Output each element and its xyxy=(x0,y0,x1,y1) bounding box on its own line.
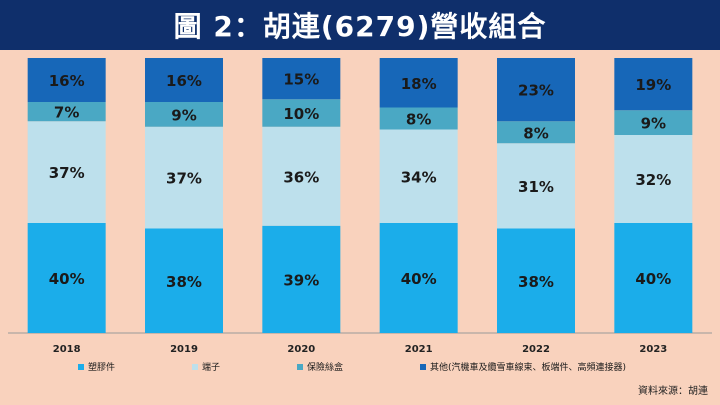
data-label-2018-s3: 16% xyxy=(49,72,85,90)
data-label-2022-s2: 8% xyxy=(523,124,548,142)
bar-segment-2023-s2 xyxy=(614,110,693,135)
data-label-2018-s1: 37% xyxy=(49,164,85,182)
bar-segment-2021-s0 xyxy=(379,223,458,333)
data-label-2019-s0: 38% xyxy=(166,273,202,291)
data-label-2023-s1: 32% xyxy=(635,171,671,189)
legend-label-0: 塑膠件 xyxy=(88,361,115,373)
legend-swatch-1 xyxy=(192,364,198,370)
bar-segment-2020-s1 xyxy=(262,126,341,226)
data-label-2022-s0: 38% xyxy=(518,273,554,291)
x-tick-label-2020: 2020 xyxy=(287,344,315,355)
data-label-2020-s2: 10% xyxy=(283,105,319,123)
bar-segment-2023-s3 xyxy=(614,58,693,111)
x-tick-label-2022: 2022 xyxy=(522,344,550,355)
data-label-2020-s0: 39% xyxy=(283,271,319,289)
bar-segment-2018-s0 xyxy=(27,223,106,333)
page-title: 圖 2：胡連(6279)營收組合 xyxy=(173,10,547,43)
data-label-2021-s1: 34% xyxy=(401,168,437,186)
bar-segment-2022-s3 xyxy=(497,58,575,122)
bar-segment-2022-s2 xyxy=(497,121,575,144)
data-label-2020-s3: 15% xyxy=(283,71,319,89)
data-label-2018-s0: 40% xyxy=(49,270,85,288)
bar-segment-2019-s0 xyxy=(145,228,223,333)
data-label-2022-s1: 31% xyxy=(518,178,554,196)
bar-segment-2019-s3 xyxy=(145,58,223,102)
data-label-2021-s3: 18% xyxy=(401,75,437,93)
legend-swatch-2 xyxy=(297,364,303,370)
legend-label-2: 保險絲盒 xyxy=(307,361,343,373)
x-tick-label-2023: 2023 xyxy=(639,344,667,355)
bar-segment-2018-s2 xyxy=(27,102,106,122)
bar-segment-2023-s1 xyxy=(614,135,693,223)
legend-swatch-0 xyxy=(78,364,84,370)
legend-swatch-3 xyxy=(420,364,426,370)
data-label-2019-s3: 16% xyxy=(166,72,202,90)
data-label-2021-s2: 8% xyxy=(406,111,431,129)
source-note: 資料來源：胡連 xyxy=(638,386,708,397)
x-tick-label-2018: 2018 xyxy=(53,344,81,355)
x-tick-label-2021: 2021 xyxy=(405,344,433,355)
data-label-2023-s2: 9% xyxy=(641,115,666,133)
bar-segment-2023-s0 xyxy=(614,223,693,333)
bar-segment-2021-s1 xyxy=(379,129,458,223)
legend-label-1: 端子 xyxy=(202,361,220,373)
data-label-2021-s0: 40% xyxy=(401,270,437,288)
legend-label-3: 其他(汽機車及纜雪車線束、板端件、高頻連接器) xyxy=(430,361,626,373)
bar-segment-2022-s1 xyxy=(497,143,575,229)
bar-segment-2022-s0 xyxy=(497,228,575,333)
bar-segment-2019-s1 xyxy=(145,126,223,229)
data-label-2023-s0: 40% xyxy=(635,270,671,288)
bar-segment-2021-s2 xyxy=(379,107,458,130)
bar-segment-2020-s3 xyxy=(262,58,341,100)
bar-segment-2020-s0 xyxy=(262,225,341,333)
bar-segment-2020-s2 xyxy=(262,99,341,127)
data-label-2019-s2: 9% xyxy=(171,106,196,124)
x-tick-label-2019: 2019 xyxy=(170,344,198,355)
bar-segment-2018-s3 xyxy=(27,58,106,102)
title-banner: 圖 2：胡連(6279)營收組合 xyxy=(0,0,720,50)
bar-segment-2018-s1 xyxy=(27,121,106,223)
data-label-2020-s1: 36% xyxy=(283,168,319,186)
data-label-2019-s1: 37% xyxy=(166,170,202,188)
data-label-2022-s3: 23% xyxy=(518,82,554,100)
bar-segment-2021-s3 xyxy=(379,58,458,108)
bar-segment-2019-s2 xyxy=(145,102,223,127)
data-label-2023-s3: 19% xyxy=(635,76,671,94)
data-label-2018-s2: 7% xyxy=(54,104,79,122)
